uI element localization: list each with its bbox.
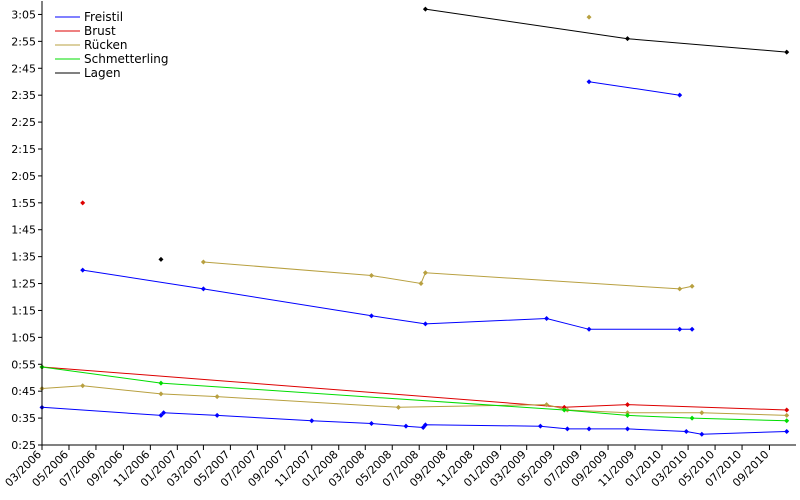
data-point-freistil [80,267,86,273]
data-point-r-cken [395,404,401,410]
data-point-lagen [784,49,790,55]
data-point-freistil [683,429,689,435]
data-point-freistil [699,431,705,437]
data-point-schmetterling [689,415,695,421]
data-point-r-cken [677,286,683,292]
y-tick-label: 2:15 [11,143,36,156]
data-point-freistil [689,326,695,332]
data-point-schmetterling [158,380,164,386]
y-tick-label: 1:55 [11,197,36,210]
data-point-freistil [784,429,790,435]
series-line-schmetterling [41,366,787,422]
data-point-r-cken [784,412,790,418]
data-point-r-cken [625,410,631,416]
data-point-r-cken [689,283,695,289]
data-point-schmetterling [625,412,631,418]
data-point-freistil [625,426,631,432]
data-point-freistil [537,423,543,429]
series-line-r-cken [203,261,693,290]
data-point-r-cken [586,14,592,20]
data-point-r-cken [422,270,428,276]
data-point-freistil [309,418,315,424]
data-point-freistil [161,410,167,416]
series-line-lagen [425,8,787,53]
axes: 0:25 0:35 0:45 0:55 1:05 1:15 1:25 1:35 1:45 1:55… [3,1,796,489]
data-point-freistil [586,79,592,85]
legend-label-brust: Brust [84,24,116,38]
data-point-r-cken [368,272,374,278]
series-freistil [39,79,790,437]
y-tick-label: 2:35 [11,89,36,102]
data-point-brust [80,200,86,206]
data-point-r-cken [200,259,206,265]
series-schmetterling [39,364,790,424]
y-tick-label: 2:45 [11,62,36,75]
data-point-r-cken [80,383,86,389]
data-point-schmetterling [561,407,567,413]
series-line-freistil [82,269,693,330]
data-point-freistil [422,422,428,428]
y-tick-label: 0:35 [11,412,36,425]
series-brust [39,200,790,413]
y-tick-label: 3:05 [11,8,36,21]
y-tick-label: 0:45 [11,385,36,398]
data-point-freistil [544,316,550,322]
data-point-freistil [677,326,683,332]
data-point-freistil [564,426,570,432]
y-tick-label: 1:25 [11,278,36,291]
data-point-freistil [403,423,409,429]
data-point-r-cken [214,394,220,400]
data-point-freistil [200,286,206,292]
data-point-lagen [158,256,164,262]
plot-area [39,6,790,437]
y-tick-label: 1:35 [11,251,36,264]
data-point-freistil [677,92,683,98]
data-point-freistil [368,313,374,319]
data-point-r-cken [699,410,705,416]
data-point-r-cken [544,402,550,408]
data-point-brust [625,402,631,408]
legend-label-schmetterling: Schmetterling [84,52,169,66]
data-point-schmetterling [784,418,790,424]
legend-label-freistil: Freistil [84,10,123,24]
series-line-freistil [41,406,787,435]
data-point-r-cken [418,281,424,287]
y-tick-label: 0:55 [11,358,36,371]
y-tick-label: 1:15 [11,304,36,317]
data-point-lagen [625,36,631,42]
y-tick-label: 2:25 [11,116,36,129]
series-r-cken [39,14,790,418]
data-point-freistil [422,321,428,327]
y-tick-label: 2:05 [11,170,36,183]
series-line-r-cken [41,385,787,416]
data-point-freistil [214,412,220,418]
series-line-brust [41,366,787,411]
series-line-freistil [588,81,680,96]
legend-label-lagen: Lagen [84,66,121,80]
data-point-freistil [586,426,592,432]
data-point-freistil [158,412,164,418]
y-tick-label: 0:25 [11,439,36,452]
legend-label-r-cken: Rücken [84,38,128,52]
y-tick-label: 1:45 [11,224,36,237]
data-point-brust [784,407,790,413]
y-tick-label: 1:05 [11,331,36,344]
data-point-r-cken [158,391,164,397]
y-tick-label: 2:55 [11,35,36,48]
data-point-freistil [586,326,592,332]
data-point-freistil [368,420,374,426]
series-lagen [158,6,790,262]
data-point-lagen [422,6,428,12]
